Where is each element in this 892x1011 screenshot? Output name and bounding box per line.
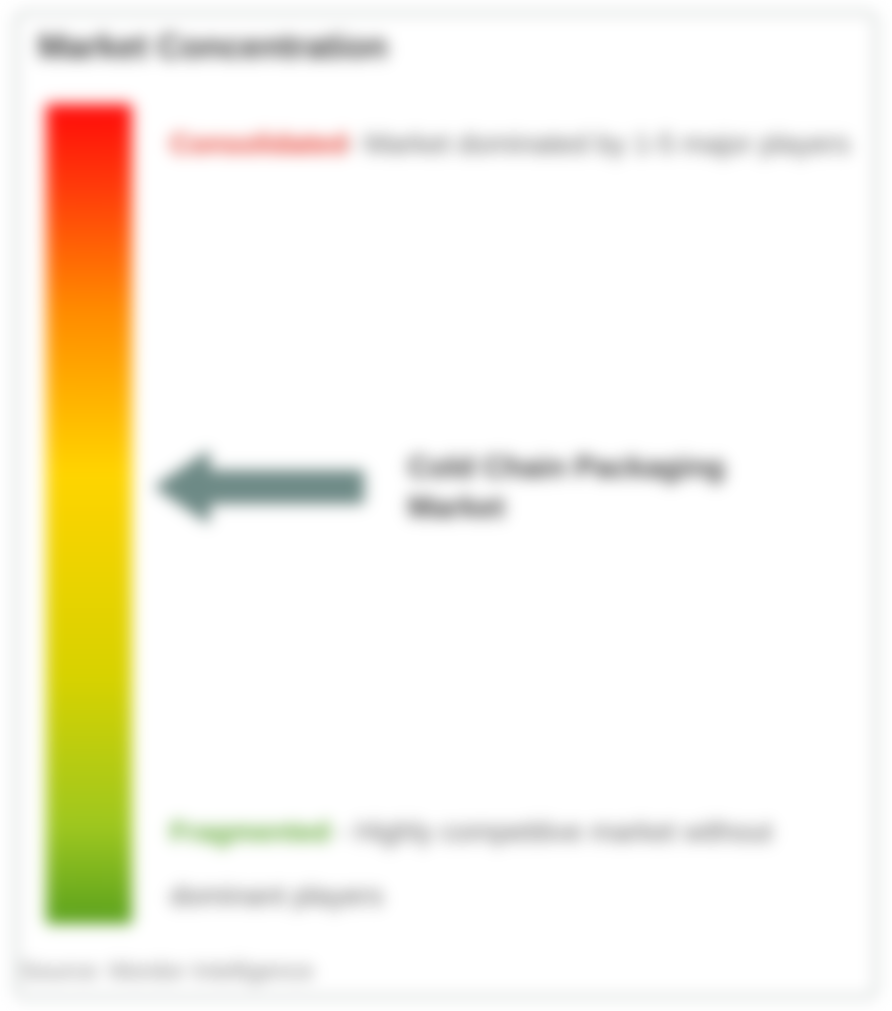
market-position-arrow <box>156 452 364 522</box>
market-name-line1: Cold Chain Packaging <box>408 448 725 488</box>
chart-title: Market Concentration <box>38 28 388 67</box>
concentration-gradient-bar <box>46 104 132 924</box>
consolidated-label: Consolidated <box>170 128 347 159</box>
source-attribution: Source: Mordor Intelligence <box>20 958 313 986</box>
consolidated-description: Consolidated- Market dominated by 1-5 ma… <box>170 112 862 176</box>
consolidated-text: - Market dominated by 1-5 major players <box>347 128 850 159</box>
market-name-label: Cold Chain Packaging Market <box>408 448 725 528</box>
market-name-line2: Market <box>408 488 725 528</box>
fragmented-label: Fragmented <box>170 816 330 847</box>
fragmented-description: Fragmented - Highly competitive market w… <box>170 800 862 928</box>
